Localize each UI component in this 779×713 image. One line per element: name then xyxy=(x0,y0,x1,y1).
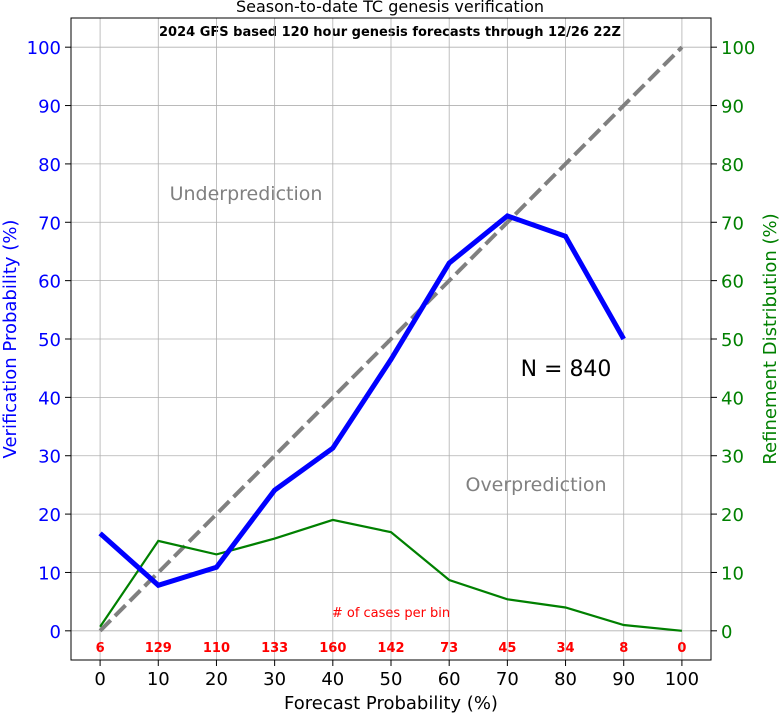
y-right-tick-label: 10 xyxy=(721,563,744,584)
y-right-tick-label: 80 xyxy=(721,155,744,176)
y-right-tick-label: 70 xyxy=(721,213,744,234)
y-right-tick-label: 0 xyxy=(721,622,732,643)
case-count-label: 73 xyxy=(440,641,458,656)
y-axis-label-right: Refinement Distribution (%) xyxy=(760,213,779,464)
verification-line xyxy=(98,213,626,589)
chart-subtitle: 2024 GFS based 120 hour genesis forecast… xyxy=(159,25,621,40)
x-tick-label: 50 xyxy=(380,669,403,690)
series-group xyxy=(98,45,684,633)
y-left-tick-label: 40 xyxy=(38,388,61,409)
x-tick-label: 30 xyxy=(263,669,286,690)
sample-size-label: N = 840 xyxy=(521,357,612,382)
chart-title: Season-to-date TC genesis verification xyxy=(236,0,544,16)
y-right-tick-label: 50 xyxy=(721,330,744,351)
y-right-tick-label: 90 xyxy=(721,97,744,118)
case-count-label: 133 xyxy=(261,641,288,656)
x-tick-label: 100 xyxy=(665,669,699,690)
refinement-line xyxy=(99,518,683,632)
case-count-label: 110 xyxy=(203,641,230,656)
x-tick-label: 80 xyxy=(554,669,577,690)
case-count-label: 142 xyxy=(377,641,404,656)
case-count-label: 34 xyxy=(556,641,574,656)
x-axis-label: Forecast Probability (%) xyxy=(284,693,498,713)
x-tick-label: 20 xyxy=(205,669,228,690)
x-tick-label: 10 xyxy=(147,669,170,690)
y-axis-label-left: Verification Probability (%) xyxy=(0,220,21,459)
y-right-tick-label: 20 xyxy=(721,505,744,526)
case-counts: 6 129 110 133 160 142 73 45 34 8 0 xyxy=(96,641,687,656)
case-count-label: 8 xyxy=(619,641,628,656)
x-tick-label: 90 xyxy=(612,669,635,690)
x-tick-label: 40 xyxy=(321,669,344,690)
case-count-label: 6 xyxy=(96,641,105,656)
y-left-tick-label: 70 xyxy=(38,213,61,234)
case-count-label: 129 xyxy=(145,641,172,656)
y-right-tick-label: 40 xyxy=(721,388,744,409)
y-left-tick-label: 30 xyxy=(38,447,61,468)
case-count-label: 160 xyxy=(319,641,346,656)
overprediction-label: Overprediction xyxy=(465,474,606,496)
underprediction-label: Underprediction xyxy=(170,183,323,205)
grid xyxy=(71,18,711,660)
y-left-tick-label: 90 xyxy=(38,97,61,118)
y-right-tick-label: 100 xyxy=(721,38,755,59)
y-left-tick-label: 80 xyxy=(38,155,61,176)
y-left-tick-label: 20 xyxy=(38,505,61,526)
y-left-tick-label: 10 xyxy=(38,563,61,584)
x-tick-label: 60 xyxy=(438,669,461,690)
cases-per-bin-label: # of cases per bin xyxy=(332,606,450,621)
y-left-tick-label: 50 xyxy=(38,330,61,351)
y-left-tick-label: 0 xyxy=(50,622,61,643)
case-count-label: 45 xyxy=(498,641,516,656)
y-left-tick-label: 60 xyxy=(38,272,61,293)
y-right-tick-label: 30 xyxy=(721,447,744,468)
y-left-tick-label: 100 xyxy=(27,38,61,59)
x-tick-label: 70 xyxy=(496,669,519,690)
y-right-tick-label: 60 xyxy=(721,272,744,293)
case-count-label: 0 xyxy=(677,641,686,656)
x-tick-label: 0 xyxy=(94,669,105,690)
perfect-reliability-line xyxy=(98,45,684,633)
